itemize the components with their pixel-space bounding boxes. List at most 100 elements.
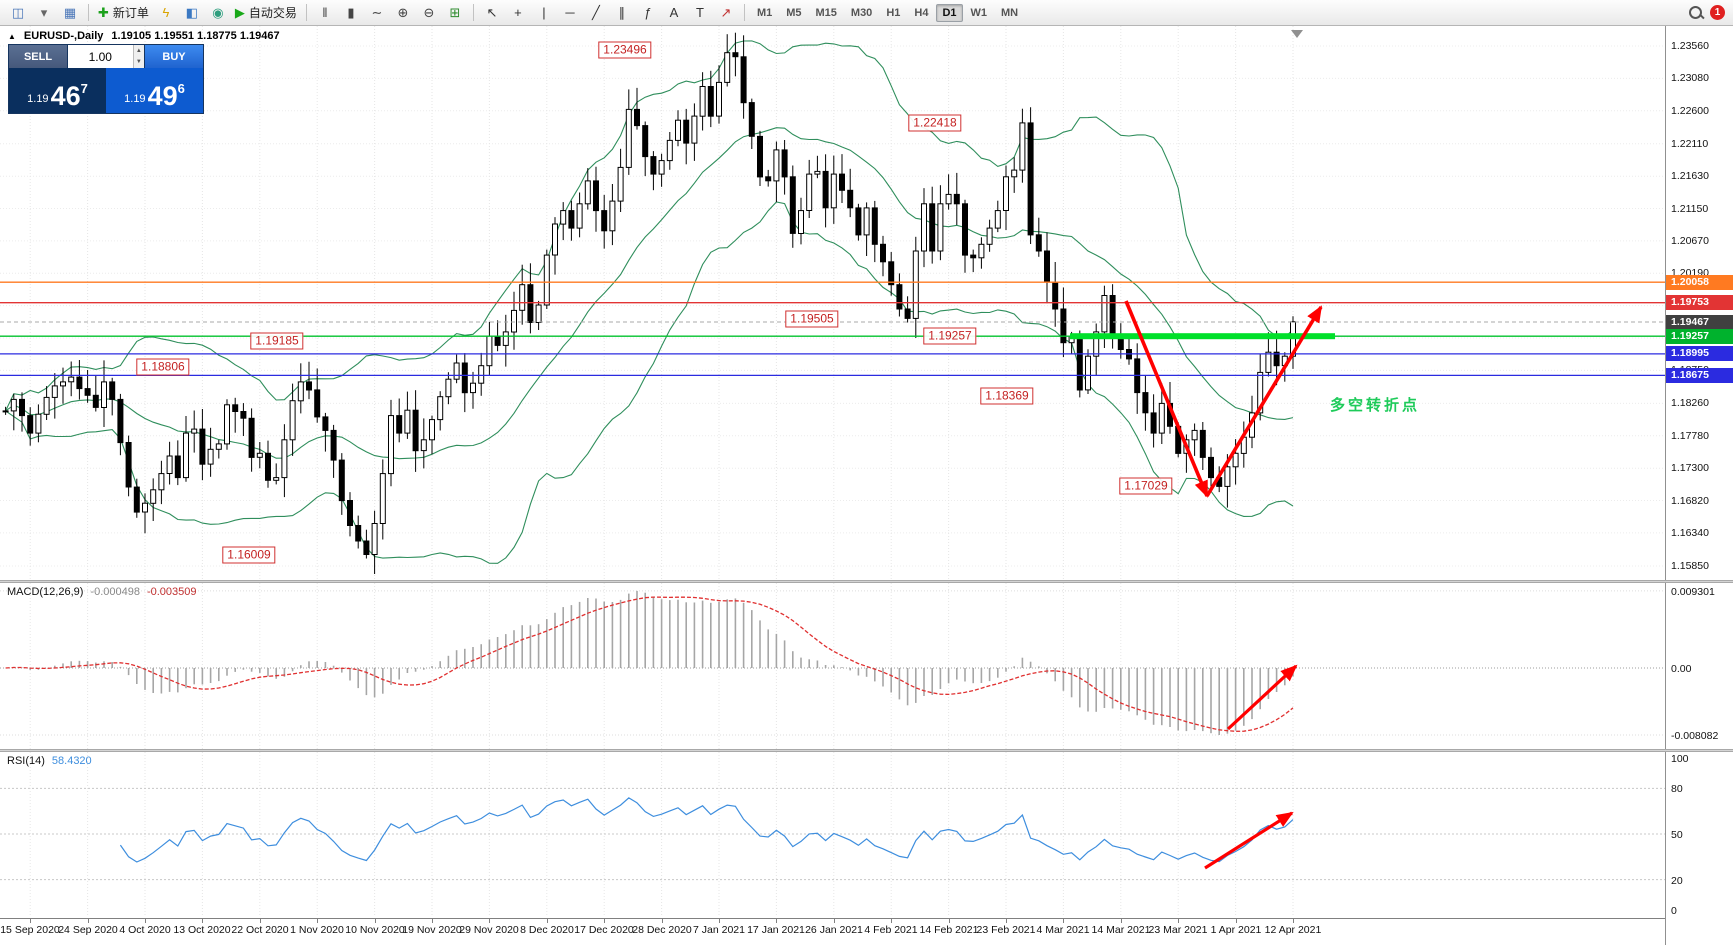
date-label: 8 Dec 2020 — [520, 924, 574, 936]
line-chart-icon[interactable]: ∼ — [365, 3, 389, 23]
date-tick-mark — [1178, 919, 1179, 923]
strategy-tester-icon[interactable]: ⊞ — [443, 3, 467, 23]
price-annotation[interactable]: 1.23496 — [598, 41, 652, 59]
horizontal-line-icon[interactable]: ─ — [558, 3, 582, 23]
arrows-icon[interactable]: ↗ — [714, 3, 738, 23]
date-tick-mark — [719, 919, 720, 923]
chart-note-text[interactable]: 多空转折点 — [1330, 397, 1421, 414]
window-layout-icon[interactable]: ▦ — [58, 3, 82, 23]
date-label: 12 Apr 2021 — [1264, 924, 1322, 936]
sell-price-display[interactable]: 1.19 46 7 — [9, 68, 106, 113]
date-tick-mark — [776, 919, 777, 923]
rsi-canvas[interactable] — [0, 752, 1665, 917]
timeframe-mn[interactable]: MN — [1001, 6, 1019, 19]
fibonacci-icon[interactable]: ƒ — [636, 3, 660, 23]
trendline-icon[interactable]: ╱ — [584, 3, 608, 23]
sell-button[interactable]: SELL — [9, 45, 68, 69]
text-icon: A — [669, 5, 679, 20]
trend-arrow[interactable] — [1124, 300, 1209, 498]
price-annotation[interactable]: 1.19505 — [785, 310, 839, 328]
volume-input[interactable] — [68, 48, 133, 65]
macd-value-signal: -0.003509 — [146, 586, 197, 598]
date-tick-mark — [1121, 919, 1122, 923]
volume-box: ▲ ▼ — [68, 45, 144, 69]
date-tick-mark — [834, 919, 835, 923]
timeframe-h1[interactable]: H1 — [886, 6, 901, 19]
support-zone-thick-line[interactable] — [1070, 333, 1335, 340]
navigator-icon[interactable]: ◉ — [206, 3, 230, 23]
timeframe-m5[interactable]: M5 — [786, 6, 802, 19]
notification-badge[interactable]: 1 — [1710, 5, 1725, 20]
date-label: 19 Nov 2020 — [402, 924, 462, 936]
date-tick-mark — [1293, 919, 1294, 923]
time-scale-axis[interactable]: 15 Sep 2020 24 Sep 2020 4 Oct 2020 13 Oct 2… — [0, 918, 1665, 945]
volume-down-icon[interactable]: ▼ — [133, 56, 144, 69]
price-annotation[interactable]: 1.18369 — [980, 387, 1034, 405]
macd-value-main: -0.000498 — [90, 586, 140, 598]
price-tick-label: 1.23080 — [1671, 72, 1709, 84]
macd-trend-arrow[interactable] — [1226, 664, 1298, 731]
channel-icon[interactable]: ∥ — [610, 3, 634, 23]
macd-canvas[interactable] — [0, 583, 1665, 749]
price-annotation[interactable]: 1.19185 — [250, 332, 304, 350]
timeframe-h4[interactable]: H4 — [914, 6, 929, 19]
candlestick-chart-icon[interactable]: ▮ — [339, 3, 363, 23]
rsi-label: RSI(14) — [7, 755, 45, 767]
price-badge: 1.19753 — [1666, 295, 1733, 310]
date-tick-mark — [949, 919, 950, 923]
price-scale-axis[interactable]: 1.23560 1.23080 1.22600 1.22110 1.21630 1.211… — [1665, 26, 1733, 945]
window-layout-icon: ▦ — [63, 5, 77, 20]
fibonacci-icon: ƒ — [644, 5, 652, 20]
cursor-icon[interactable]: ↖ — [480, 3, 504, 23]
vertical-line-icon[interactable]: | — [532, 3, 556, 23]
date-label: 4 Oct 2020 — [119, 924, 171, 936]
chart-window-icon[interactable]: ◫ — [6, 3, 30, 23]
macd-axis-label: 0.00 — [1671, 663, 1692, 675]
buy-price-display[interactable]: 1.19 49 6 — [106, 68, 203, 113]
search-icon[interactable] — [1689, 6, 1702, 19]
trend-arrow[interactable] — [1205, 305, 1323, 497]
timeframe-m15[interactable]: M15 — [815, 6, 837, 19]
volume-spinner[interactable]: ▲ ▼ — [132, 45, 144, 69]
label-icon[interactable]: T — [688, 3, 712, 23]
panel-resizer[interactable] — [0, 749, 1733, 752]
rsi-header: RSI(14) 58.4320 — [7, 755, 92, 767]
timeframe-w1[interactable]: W1 — [970, 6, 988, 19]
zoom-out-icon[interactable]: ⊖ — [417, 3, 441, 23]
crosshair-icon[interactable]: + — [506, 3, 530, 23]
date-tick-mark — [88, 919, 89, 923]
volume-up-icon[interactable]: ▲ — [133, 45, 144, 57]
rsi-panel[interactable]: RSI(14) 58.4320 — [0, 752, 1733, 917]
price-annotation[interactable]: 1.19257 — [923, 327, 977, 345]
rsi-axis-label: 80 — [1671, 783, 1683, 795]
panel-resizer[interactable] — [0, 580, 1733, 583]
price-chart-canvas[interactable] — [0, 26, 1665, 580]
buy-button[interactable]: BUY — [144, 45, 203, 69]
data-window-icon[interactable]: ◧ — [180, 3, 204, 23]
zoom-in-icon: ⊕ — [397, 5, 409, 20]
new-order-button[interactable]: ✚ 新订单 — [95, 3, 152, 23]
price-chart-panel[interactable]: ▲ EURUSD-,Daily 1.19105 1.19551 1.18775 … — [0, 26, 1733, 580]
date-tick-mark — [317, 919, 318, 923]
price-annotation[interactable]: 1.17029 — [1119, 477, 1173, 495]
text-icon[interactable]: A — [662, 3, 686, 23]
rsi-trend-arrow[interactable] — [1204, 811, 1294, 870]
market-watch-icon[interactable]: ϟ — [154, 3, 178, 23]
macd-panel[interactable]: MACD(12,26,9) -0.000498 -0.003509 — [0, 583, 1733, 749]
date-label: 23 Feb 2021 — [976, 924, 1036, 936]
trendline-icon: ╱ — [592, 5, 600, 20]
rsi-value: 58.4320 — [51, 755, 92, 767]
price-badge: 1.18675 — [1666, 368, 1733, 383]
timeframe-d1[interactable]: D1 — [936, 3, 963, 22]
price-annotation[interactable]: 1.22418 — [908, 114, 962, 132]
ohlc-bars-icon[interactable]: ǁ — [313, 3, 337, 23]
toolbar-separator — [305, 4, 307, 21]
date-label: 24 Sep 2020 — [58, 924, 118, 936]
price-annotation[interactable]: 1.16009 — [222, 546, 276, 564]
timeframe-m30[interactable]: M30 — [850, 6, 873, 19]
chevron-down-icon[interactable]: ▾ — [32, 3, 56, 23]
autotrading-button[interactable]: ▶ 自动交易 — [232, 3, 300, 23]
timeframe-m1[interactable]: M1 — [756, 6, 773, 19]
price-annotation[interactable]: 1.18806 — [136, 358, 190, 376]
zoom-in-icon[interactable]: ⊕ — [391, 3, 415, 23]
